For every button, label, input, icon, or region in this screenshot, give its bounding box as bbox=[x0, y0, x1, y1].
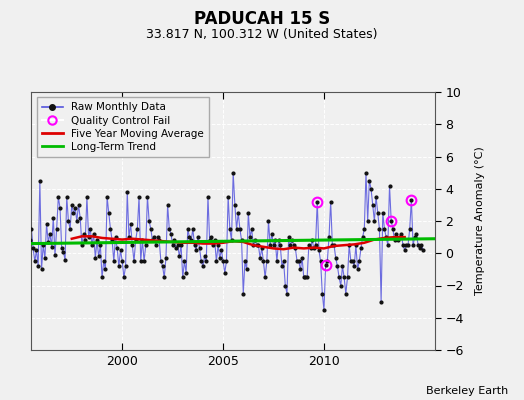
Text: 33.817 N, 100.312 W (United States): 33.817 N, 100.312 W (United States) bbox=[146, 28, 378, 41]
Legend: Raw Monthly Data, Quality Control Fail, Five Year Moving Average, Long-Term Tren: Raw Monthly Data, Quality Control Fail, … bbox=[37, 97, 209, 157]
Text: Berkeley Earth: Berkeley Earth bbox=[426, 386, 508, 396]
Y-axis label: Temperature Anomaly (°C): Temperature Anomaly (°C) bbox=[475, 147, 485, 295]
Text: PADUCAH 15 S: PADUCAH 15 S bbox=[194, 10, 330, 28]
